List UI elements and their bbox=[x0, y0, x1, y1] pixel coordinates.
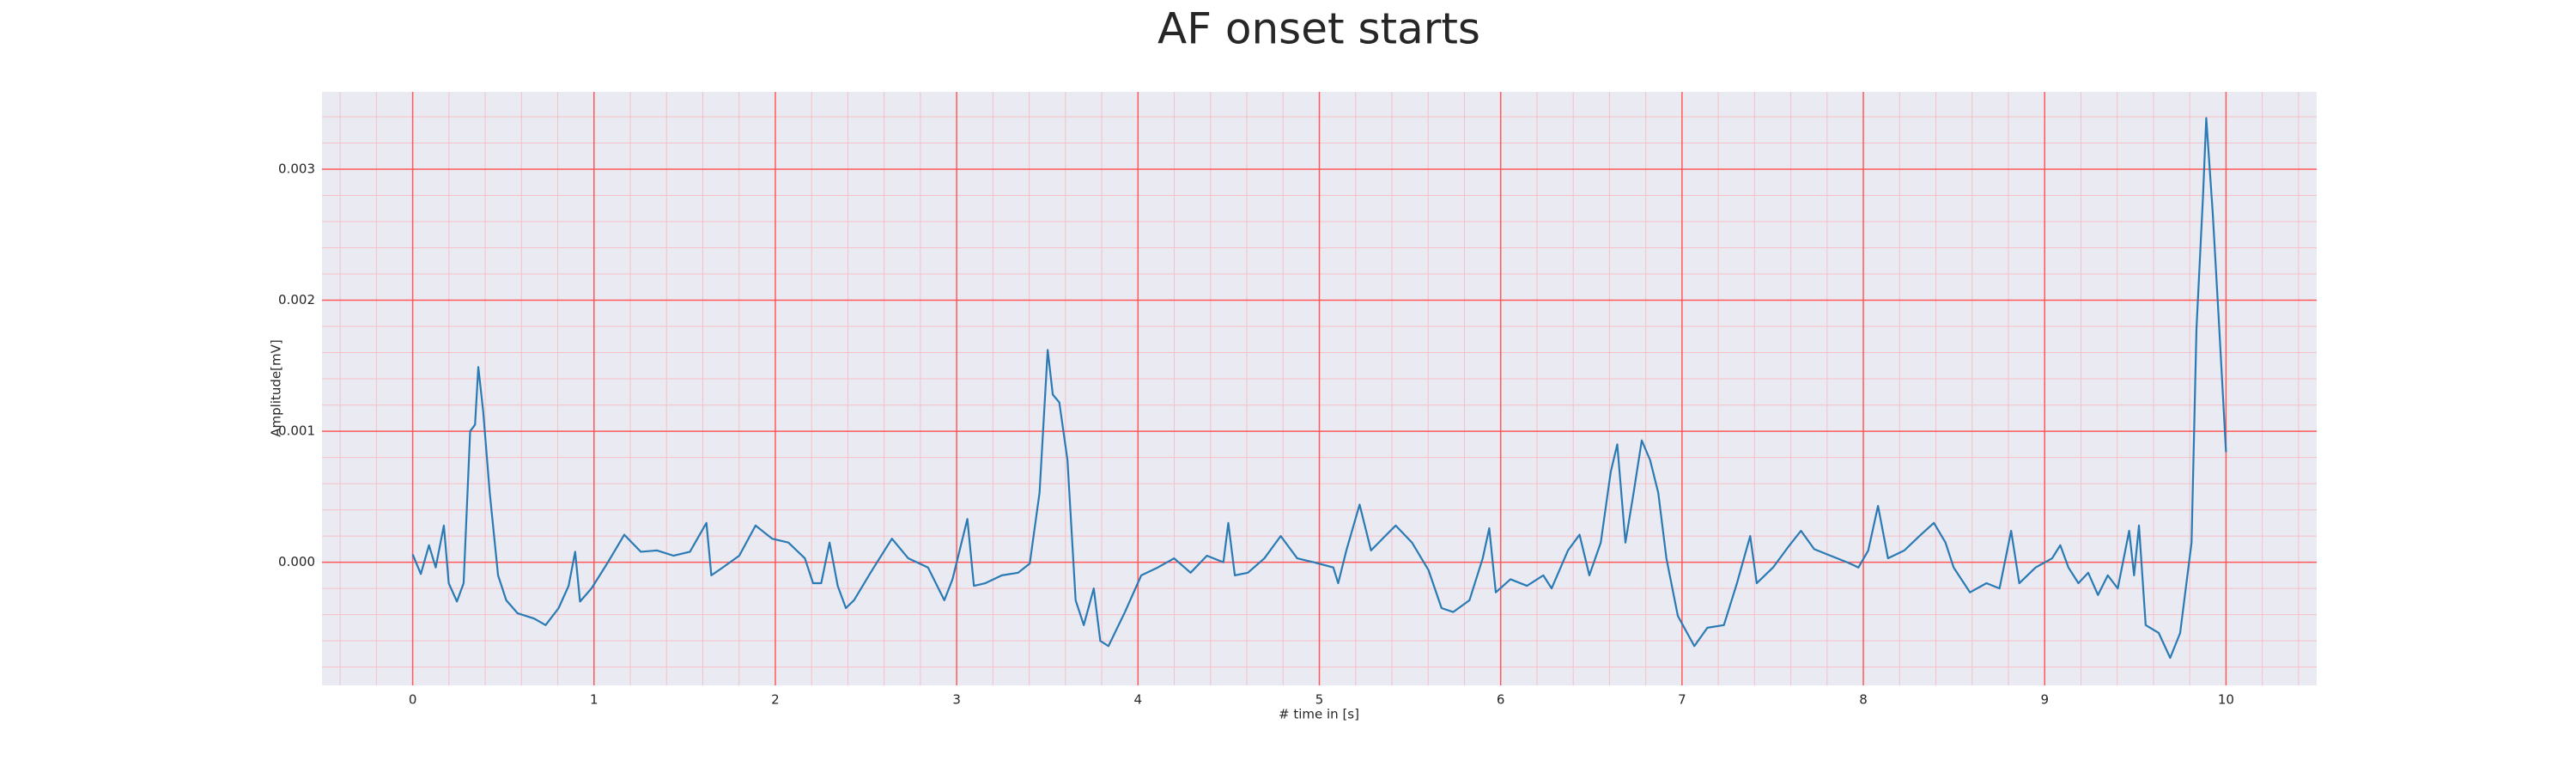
x-tick-label: 2 bbox=[771, 692, 780, 708]
y-tick-label: 0.002 bbox=[278, 292, 315, 307]
x-tick-label: 0 bbox=[409, 692, 417, 708]
y-axis-label: Amplitude[mV] bbox=[269, 339, 284, 436]
x-tick-label: 3 bbox=[952, 692, 961, 708]
x-tick-label: 7 bbox=[1678, 692, 1686, 708]
x-tick-label: 1 bbox=[590, 692, 598, 708]
y-tick-label: 0.001 bbox=[278, 423, 315, 439]
x-tick-label: 4 bbox=[1134, 692, 1143, 708]
y-tick-label: 0.000 bbox=[278, 554, 315, 569]
x-tick-label: 8 bbox=[1859, 692, 1868, 708]
signal-line bbox=[411, 117, 2227, 660]
x-tick-label: 9 bbox=[2040, 692, 2049, 708]
chart-title: AF onset starts bbox=[1157, 4, 1480, 54]
x-tick-label: 6 bbox=[1497, 692, 1505, 708]
y-tick-label: 0.003 bbox=[278, 161, 315, 176]
x-tick-label: 10 bbox=[2218, 692, 2234, 708]
x-tick-label: 5 bbox=[1315, 692, 1324, 708]
x-axis-label: # time in [s] bbox=[1279, 707, 1359, 722]
